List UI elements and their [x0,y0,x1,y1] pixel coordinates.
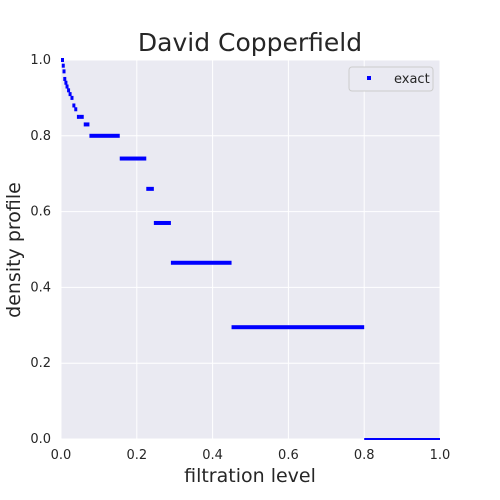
step-segment [119,156,147,161]
grid [60,59,441,440]
x-axis-label: filtration level [184,465,316,487]
plot-area [61,60,440,439]
step-segment [68,92,72,97]
step-segment [170,260,232,265]
step-segment [63,76,67,81]
x-tick-label: 0.6 [278,448,299,463]
step-segment [74,107,78,112]
y-tick-label: 0.2 [30,356,51,371]
step-segment [76,114,80,119]
y-tick-label: 0.6 [30,205,51,220]
step-segment [83,122,90,127]
x-tick-label: 0.0 [51,448,72,463]
step-segment [89,133,120,138]
y-axis-ticks: 0.0 0.2 0.4 0.6 0.8 1.0 [30,53,51,447]
legend-marker [367,76,371,80]
legend: exact [348,66,434,92]
chart-title: David Copperfield [138,28,362,57]
step-segment [72,103,76,108]
step-segment [65,84,69,89]
step-segment [231,325,365,330]
x-tick-label: 0.4 [202,448,223,463]
x-tick-label: 1.0 [430,448,451,463]
step-segment [61,58,64,62]
step-segment [70,95,74,100]
step-segment [146,186,154,191]
step-segment [67,88,71,93]
x-axis-ticks: 0.0 0.2 0.4 0.6 0.8 1.0 [51,448,451,463]
y-tick-label: 0.0 [30,432,51,447]
step-segment [64,80,68,85]
data-marks [61,58,440,440]
step-segment [61,63,65,68]
step-segment [364,438,440,440]
x-tick-label: 0.8 [354,448,375,463]
y-tick-label: 1.0 [30,53,51,68]
y-tick-label: 0.8 [30,129,51,144]
y-tick-label: 0.4 [30,280,51,295]
step-segment [62,69,66,74]
x-tick-label: 0.2 [126,448,147,463]
y-axis-label: density profile [3,182,25,318]
step-segment [153,220,171,225]
step-segment [79,114,84,119]
legend-box [348,66,434,92]
legend-label-exact: exact [394,72,430,87]
